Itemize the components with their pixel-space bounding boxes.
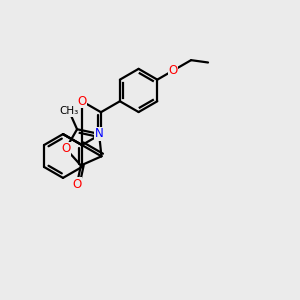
Text: O: O [72,178,82,191]
Text: O: O [77,95,87,108]
Text: CH₃: CH₃ [59,106,79,116]
Text: O: O [168,64,178,77]
Text: N: N [95,128,103,140]
Text: O: O [61,142,70,155]
